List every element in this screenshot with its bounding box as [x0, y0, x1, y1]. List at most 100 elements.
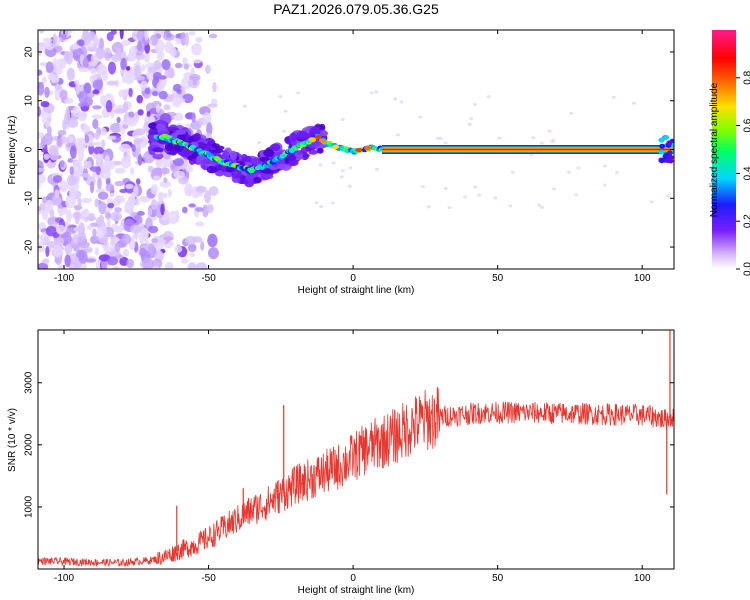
faint-dot: [497, 136, 502, 140]
faint-dot: [399, 100, 404, 104]
spectrogram-y-tick-label: 10: [24, 95, 35, 107]
noise-blob: [66, 67, 76, 81]
faint-dot: [257, 140, 262, 144]
noise-blob: [168, 67, 175, 79]
noise-blob: [110, 211, 123, 222]
noise-blob: [38, 206, 42, 212]
noise-blob: [74, 212, 80, 225]
noise-blob: [98, 237, 106, 244]
noise-blob: [45, 61, 54, 73]
noise-blob: [52, 58, 57, 69]
faint-dot: [477, 193, 482, 197]
faint-dot: [420, 185, 425, 189]
ridge-hotspot: [319, 138, 327, 144]
noise-blob: [45, 246, 50, 257]
noise-blob: [147, 225, 159, 234]
noise-blob: [200, 241, 205, 251]
faint-dot: [550, 140, 555, 144]
noise-blob: [208, 186, 219, 196]
noise-blob: [150, 199, 158, 211]
noise-blob: [159, 180, 172, 188]
noise-blob: [49, 209, 55, 218]
noise-blob: [38, 69, 43, 76]
noise-blob: [41, 76, 47, 84]
ridge-halo: [222, 150, 230, 159]
noise-blob: [206, 122, 213, 136]
spectrogram-y-label: Frequency (Hz): [7, 116, 18, 185]
noise-blob: [80, 197, 93, 204]
noise-blob: [187, 262, 197, 269]
faint-dot: [602, 183, 607, 187]
noise-blob: [66, 209, 73, 223]
noise-blob: [134, 197, 140, 206]
faint-dot: [537, 203, 542, 207]
noise-blob: [94, 141, 102, 146]
faint-dot: [614, 171, 619, 175]
end-blob: [658, 149, 665, 155]
snr-y-tick-label: 3000: [24, 371, 35, 394]
noise-blob: [69, 44, 80, 50]
noise-blob: [77, 165, 84, 173]
noise-blob: [125, 66, 131, 71]
noise-blob: [99, 127, 107, 136]
ridge-halo: [263, 173, 274, 180]
noise-blob: [180, 258, 189, 264]
faint-dot: [426, 205, 431, 209]
noise-blob: [43, 153, 50, 160]
noise-blob: [89, 222, 99, 227]
noise-blob: [54, 189, 60, 198]
noise-blob: [92, 89, 100, 95]
end-blob: [663, 135, 670, 141]
noise-blob: [144, 87, 151, 95]
noise-blob: [126, 150, 131, 162]
noise-blob: [76, 39, 85, 46]
noise-blob: [144, 52, 150, 64]
spectrogram-x-tick-label: -50: [201, 273, 216, 284]
noise-blob: [195, 36, 203, 43]
ridge-halo: [253, 176, 262, 184]
faint-dot: [569, 111, 574, 115]
noise-blob: [80, 209, 86, 221]
noise-blob: [115, 194, 121, 204]
noise-blob: [114, 207, 122, 213]
noise-blob: [122, 101, 129, 113]
spectrogram-x-tick-label: 100: [634, 273, 651, 284]
noise-blob: [94, 247, 99, 256]
ridge-halo: [229, 150, 238, 161]
noise-blob: [115, 254, 124, 259]
ridge-halo: [309, 126, 321, 135]
ridge-hotspot: [364, 145, 372, 151]
ridge-hotspot: [332, 144, 340, 150]
noise-blob: [105, 212, 111, 219]
noise-blob: [187, 243, 197, 253]
noise-blob: [125, 183, 134, 190]
faint-dot: [443, 186, 448, 190]
noise-blob: [174, 245, 183, 253]
noise-blob: [88, 31, 96, 41]
faint-dot: [576, 166, 581, 170]
spectrogram-y-tick-label: 20: [24, 46, 35, 58]
colorbar: 0.0 0.2 0.4 0.6 0.8 Normalized spectral ampl…: [709, 30, 750, 276]
ridge-halo: [200, 159, 210, 164]
noise-blob: [109, 192, 115, 198]
ridge-halo: [290, 139, 297, 147]
noise-blob: [207, 233, 218, 248]
noise-blob: [158, 90, 168, 100]
noise-blob: [73, 204, 83, 211]
noise-blob: [173, 170, 185, 179]
ridge-halo: [175, 129, 186, 135]
snr-x-tick-label: 50: [492, 573, 504, 584]
noise-blob: [189, 74, 201, 81]
ridge-halo: [211, 143, 220, 148]
ridge-halo: [152, 147, 164, 153]
noise-blob: [105, 183, 115, 192]
noise-blob: [111, 53, 122, 63]
noise-blob: [156, 51, 165, 61]
noise-blob: [152, 175, 161, 181]
noise-blob: [195, 186, 207, 193]
noise-blob: [185, 164, 193, 173]
colorbar-ticks: 0.0 0.2 0.4 0.6 0.8: [736, 70, 750, 276]
noise-blob: [107, 61, 117, 75]
noise-blob: [60, 58, 66, 69]
noise-blob: [52, 33, 57, 47]
